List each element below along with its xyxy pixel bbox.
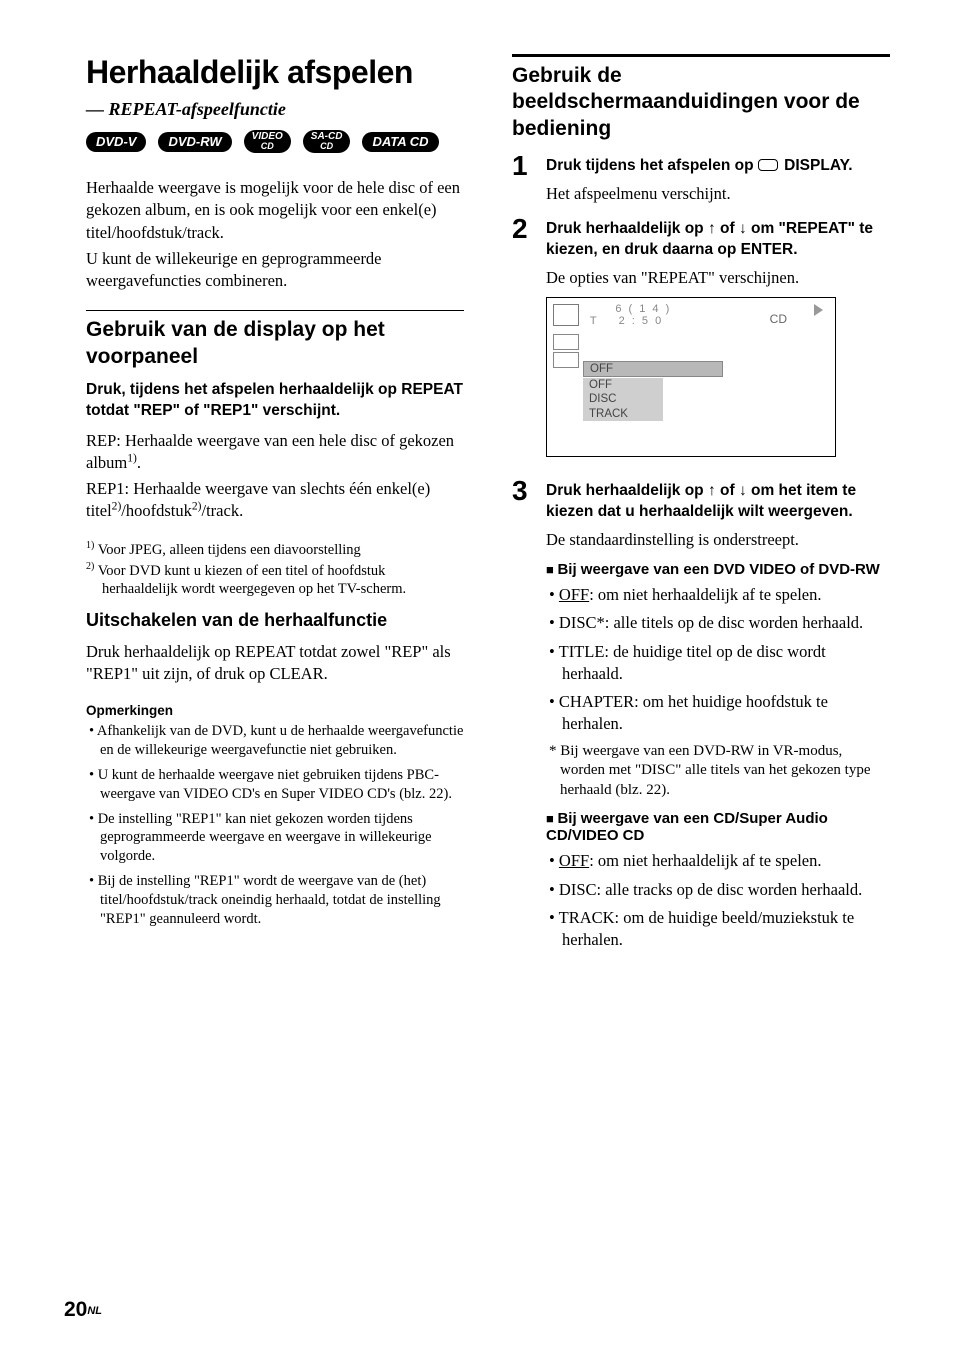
- option-off-cd: OFF: om niet herhaaldelijk af te spelen.: [546, 850, 890, 872]
- arrow-down-icon: ↓: [739, 220, 747, 237]
- step-2-result: De opties van "REPEAT" verschijnen.: [546, 267, 890, 289]
- menu-option: OFF: [583, 378, 663, 392]
- option-off: OFF: om niet herhaaldelijk af te spelen.: [546, 584, 890, 606]
- display-icon: [758, 159, 778, 171]
- arrow-up-icon: ↑: [708, 220, 716, 237]
- osd-menu-diagram: 6 ( 1 4 ) T 2 : 5 0 CD OFF OFF DISC TRAC…: [546, 297, 836, 457]
- format-badge-row: DVD-V DVD-RW VIDEOCD SA-CDCD DATA CD: [86, 130, 464, 153]
- menu-option: DISC: [583, 392, 663, 406]
- menu-side-icons: [553, 334, 579, 370]
- step-1-instruction: Druk tijdens het afspelen op DISPLAY.: [546, 156, 890, 177]
- step-number: 3: [512, 477, 532, 957]
- section-heading-disable: Uitschakelen van de herhaalfunctie: [86, 609, 464, 632]
- footnote-2: 2) Voor DVD kunt u kiezen of een titel o…: [86, 562, 464, 600]
- step-number: 1: [512, 152, 532, 209]
- section-heading-osd: Gebruik de beeldschermaanduidingen voor …: [512, 63, 890, 142]
- option-track-cd: TRACK: om de huidige beeld/muziekstuk te…: [546, 907, 890, 952]
- badge-dvd-v: DVD-V: [86, 132, 146, 152]
- note-2: U kunt de herhaalde weergave niet gebrui…: [86, 766, 464, 804]
- badge-video-cd: VIDEOCD: [244, 130, 291, 153]
- option-disc: DISC*: alle titels op de disc worden her…: [546, 612, 890, 634]
- step-1-result: Het afspeelmenu verschijnt.: [546, 183, 890, 205]
- subtitle: — REPEAT-afspeelfunctie: [86, 99, 464, 120]
- intro-paragraph-2: U kunt de willekeurige en geprogrammeerd…: [86, 248, 464, 293]
- step-2: 2 Druk herhaaldelijk op ↑ of ↓ om "REPEA…: [512, 215, 890, 471]
- section-divider: [86, 310, 464, 311]
- instruction-repeat: Druk, tijdens het afspelen herhaaldelijk…: [86, 380, 464, 422]
- rep-description: REP: Herhaalde weergave van een hele dis…: [86, 430, 464, 475]
- step-3-result: De standaardinstelling is onderstreept.: [546, 529, 890, 551]
- disable-paragraph: Druk herhaaldelijk op REPEAT totdat zowe…: [86, 641, 464, 686]
- option-disc-cd: DISC: alle tracks op de disc worden herh…: [546, 879, 890, 901]
- menu-cd-label: CD: [770, 312, 787, 326]
- option-chapter: CHAPTER: om het huidige hoofdstuk te her…: [546, 691, 890, 736]
- badge-dvd-rw: DVD-RW: [158, 132, 231, 152]
- play-icon: [814, 304, 823, 316]
- notes-heading: Opmerkingen: [86, 703, 464, 718]
- step-2-instruction: Druk herhaaldelijk op ↑ of ↓ om "REPEAT"…: [546, 219, 890, 261]
- star-note: * Bij weergave van een DVD-RW in VR-modu…: [546, 742, 890, 801]
- note-4: Bij de instelling "REP1" wordt de weerga…: [86, 872, 464, 929]
- menu-option: TRACK: [583, 407, 663, 421]
- footnote-1: 1) Voor JPEG, alleen tijdens een diavoor…: [86, 541, 464, 560]
- step-number: 2: [512, 215, 532, 471]
- step-1: 1 Druk tijdens het afspelen op DISPLAY. …: [512, 152, 890, 209]
- badge-sacd: SA-CDCD: [303, 130, 351, 153]
- arrow-down-icon: ↓: [739, 482, 747, 499]
- subsection-cd: Bij weergave van een CD/Super Audio CD/V…: [546, 810, 890, 844]
- menu-repeat-dropdown: OFF OFF DISC TRACK: [583, 361, 723, 421]
- badge-data-cd: DATA CD: [362, 132, 438, 152]
- section-heading-display: Gebruik van de display op het voorpaneel: [86, 317, 464, 370]
- note-3: De instelling "REP1" kan niet gekozen wo…: [86, 810, 464, 867]
- step-3-instruction: Druk herhaaldelijk op ↑ of ↓ om het item…: [546, 481, 890, 523]
- page-footer: 20NL: [64, 1298, 102, 1322]
- intro-paragraph-1: Herhaalde weergave is mogelijk voor de h…: [86, 177, 464, 244]
- arrow-up-icon: ↑: [708, 482, 716, 499]
- note-1: Afhankelijk van de DVD, kunt u de herhaa…: [86, 722, 464, 760]
- rep1-description: REP1: Herhaalde weergave van slechts één…: [86, 478, 464, 523]
- page-title: Herhaaldelijk afspelen: [86, 54, 464, 91]
- menu-track-info: 6 ( 1 4 ) T 2 : 5 0: [585, 304, 671, 338]
- menu-icon-placeholder: [553, 304, 579, 326]
- menu-selected: OFF: [583, 361, 723, 377]
- step-3: 3 Druk herhaaldelijk op ↑ of ↓ om het it…: [512, 477, 890, 957]
- subsection-dvd: Bij weergave van een DVD VIDEO of DVD-RW: [546, 561, 890, 578]
- page-suffix: NL: [87, 1305, 102, 1317]
- section-divider-thick: [512, 54, 890, 57]
- page-number: 20: [64, 1298, 87, 1321]
- option-title: TITLE: de huidige titel op de disc wordt…: [546, 641, 890, 686]
